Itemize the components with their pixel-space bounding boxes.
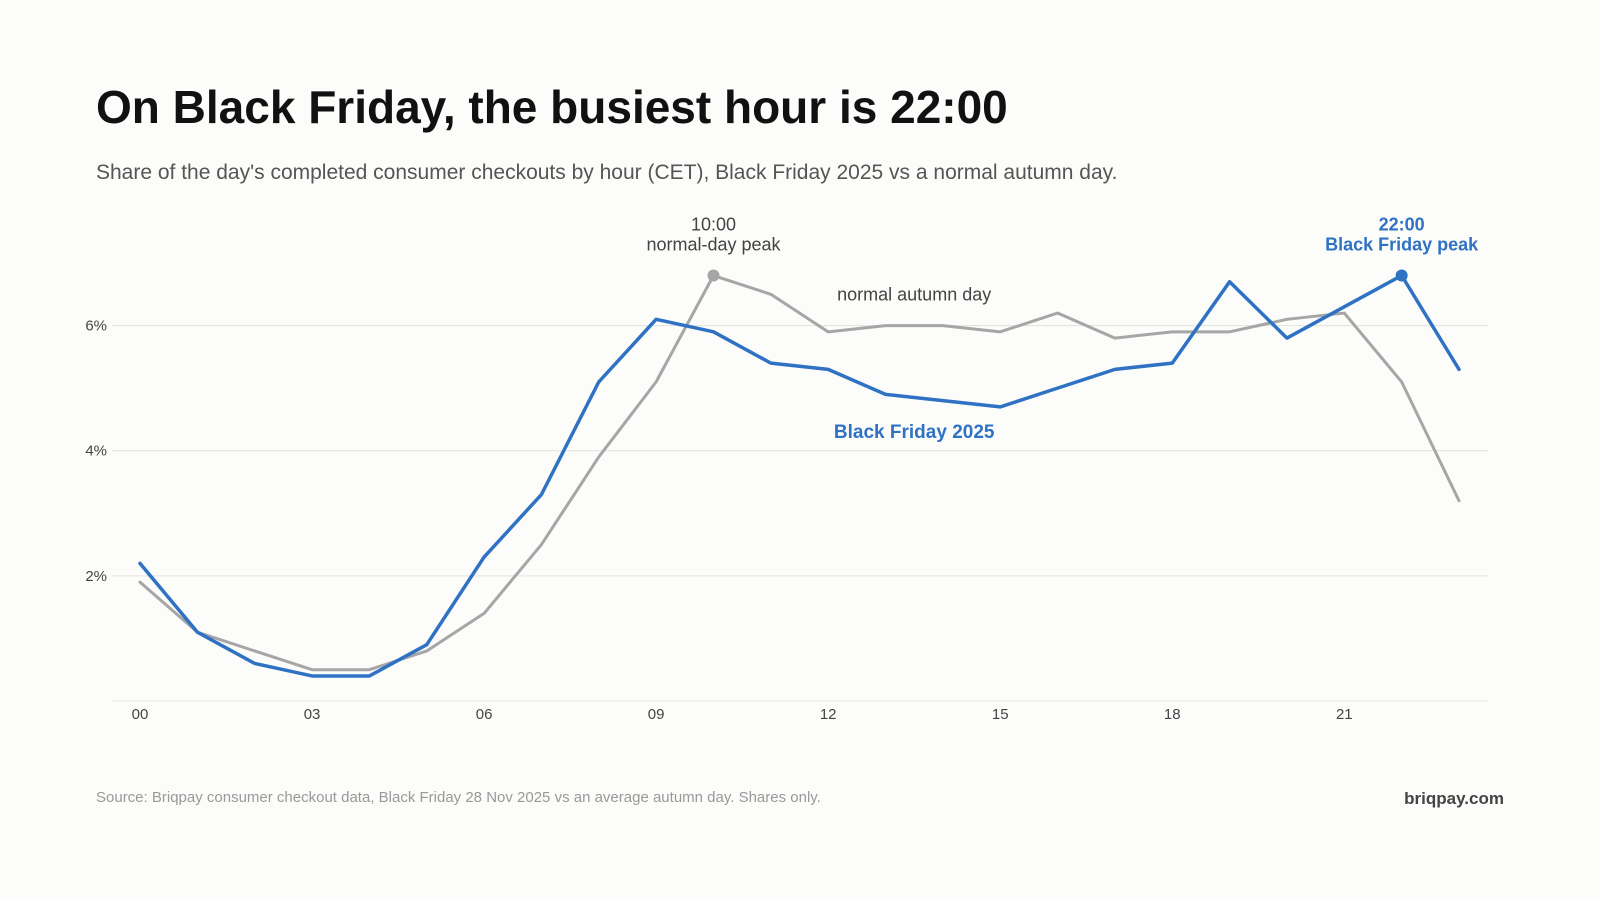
grid-lines [112, 325, 1488, 577]
x-tick-label: 18 [1164, 706, 1181, 723]
peak-annotation-text: 10:00 [691, 215, 736, 235]
brand-link[interactable]: briqpay.com [1404, 789, 1504, 808]
x-tick-label: 21 [1336, 706, 1353, 723]
y-tick-label: 4% [85, 443, 107, 460]
peak-annotation-text: normal-day peak [646, 235, 781, 255]
x-tick-label: 03 [304, 706, 321, 723]
peak-marker [1395, 269, 1408, 282]
y-tick-label: 2% [85, 568, 107, 585]
peak-annotation-text: Black Friday peak [1325, 235, 1479, 255]
series-line-black-friday-2025 [138, 273, 1461, 678]
x-tick-label: 00 [132, 706, 149, 723]
chart-subtitle: Share of the day's completed consumer ch… [96, 161, 1118, 184]
series-label: Black Friday 2025 [834, 422, 995, 443]
peak-annotation-text: 22:00 [1379, 215, 1425, 235]
x-tick-label: 12 [820, 706, 837, 723]
series-lines [138, 273, 1461, 678]
series-line-normal-autumn-day [138, 274, 1461, 672]
chart-title: On Black Friday, the busiest hour is 22:… [96, 81, 1008, 133]
source-note: Source: Briqpay consumer checkout data, … [96, 789, 821, 806]
x-tick-label: 06 [476, 706, 493, 723]
series-label: normal autumn day [837, 285, 991, 305]
peak-marker [707, 269, 720, 282]
chart-labels: normal autumn day Black Friday 2025 10:00n… [646, 215, 1479, 444]
y-tick-label: 6% [85, 318, 107, 335]
axes: 2% 4% 6% 00 03 06 09 12 15 18 21 [85, 318, 1488, 723]
x-tick-label: 09 [648, 706, 665, 723]
x-tick-label: 15 [992, 706, 1009, 723]
